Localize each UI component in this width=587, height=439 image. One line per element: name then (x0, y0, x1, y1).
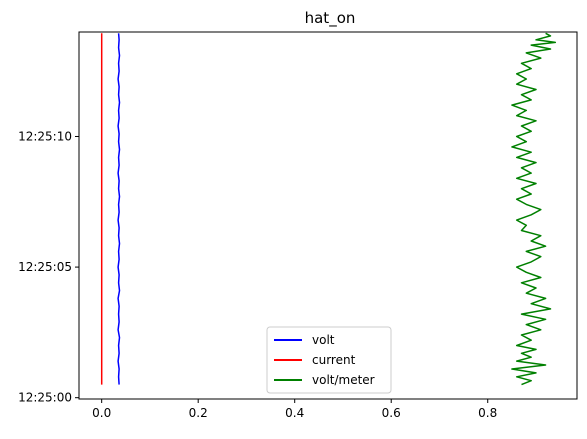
y-tick-label: 12:25:10 (18, 129, 72, 143)
x-tick-label: 0.0 (92, 406, 111, 420)
axis-layer: 0.0 0.2 0.4 0.6 0.8 12:25:00 12:25:05 12:25:10 (18, 129, 497, 420)
x-tick-label: 0.6 (382, 406, 401, 420)
x-tick-label: 0.4 (285, 406, 304, 420)
y-tick-label: 12:25:00 (18, 391, 72, 405)
x-tick-label: 0.8 (478, 406, 497, 420)
series-layer (100, 32, 557, 386)
legend-label: volt/meter (312, 373, 375, 387)
plot-frame (78, 31, 578, 400)
x-tick-label: 0.2 (189, 406, 208, 420)
legend-label: volt (312, 333, 335, 347)
y-tick-label: 12:25:05 (18, 260, 72, 274)
series-line-volt (117, 33, 121, 385)
chart-title: hat_on (305, 9, 356, 28)
legend: volt current volt/meter (266, 326, 392, 394)
legend-box (266, 326, 392, 394)
series-line-volt-meter (511, 32, 557, 386)
legend-label: current (312, 353, 356, 367)
